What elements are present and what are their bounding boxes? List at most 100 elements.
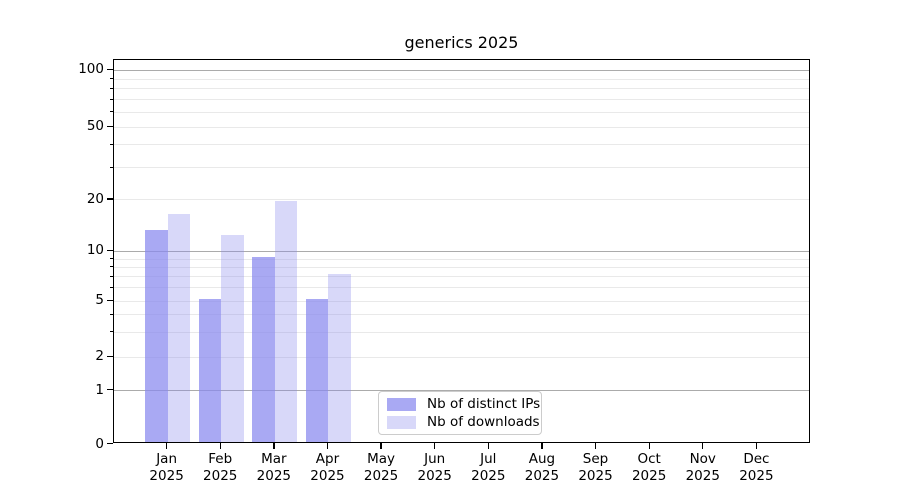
y-tick-0 bbox=[107, 443, 113, 445]
bar-distinct-ips-mar-2025 bbox=[252, 256, 275, 442]
y-tick-label-1: 1 bbox=[95, 381, 104, 398]
x-tick-line: May bbox=[367, 451, 396, 467]
gridline-minor-9 bbox=[114, 258, 809, 260]
x-tick-3 bbox=[326, 443, 329, 449]
y-tick-1 bbox=[107, 389, 113, 391]
x-tick-label-0: Jan 2025 bbox=[135, 451, 199, 484]
gridline-minor-40 bbox=[114, 144, 809, 146]
y-tick-label-20: 20 bbox=[86, 190, 104, 207]
gridline-minor-70 bbox=[114, 99, 809, 101]
x-tick-line: 2025 bbox=[685, 467, 720, 484]
x-tick-2 bbox=[273, 443, 275, 449]
y-minor-tick-30 bbox=[109, 166, 113, 168]
y-minor-tick-9 bbox=[109, 258, 113, 259]
gridline-minor-7 bbox=[114, 276, 809, 278]
gridline-minor-4 bbox=[114, 314, 809, 316]
x-tick-line: Jan bbox=[156, 451, 178, 467]
y-minor-tick-7 bbox=[109, 275, 113, 277]
gridline-major-100 bbox=[114, 69, 809, 72]
gridline-minor-90 bbox=[114, 78, 809, 80]
bar-distinct-ips-feb-2025 bbox=[198, 298, 222, 442]
y-minor-tick-80 bbox=[109, 87, 113, 89]
bar-downloads-apr-2025 bbox=[328, 274, 351, 442]
x-tick-line: Sep bbox=[582, 451, 609, 467]
y-tick-20 bbox=[107, 198, 113, 200]
x-tick-11 bbox=[755, 443, 758, 449]
bar-downloads-feb-2025 bbox=[221, 235, 244, 442]
y-minor-tick-60 bbox=[109, 111, 113, 113]
x-tick-1 bbox=[219, 443, 221, 449]
x-tick-line: 2025 bbox=[471, 467, 506, 484]
legend-item-0: Nb of distinct IPs bbox=[387, 396, 540, 412]
x-tick-line: 2025 bbox=[631, 467, 667, 484]
legend: Nb of distinct IPs Nb of downloads bbox=[378, 391, 542, 435]
x-tick-line: Jul bbox=[480, 451, 497, 467]
y-tick-2 bbox=[107, 355, 113, 358]
y-tick-5 bbox=[107, 299, 113, 301]
x-tick-label-9: Oct 2025 bbox=[617, 451, 681, 484]
x-tick-label-4: May 2025 bbox=[349, 451, 413, 484]
gridline-minor-30 bbox=[114, 167, 809, 169]
gridline-minor-20 bbox=[114, 199, 809, 201]
x-tick-label-2: Mar 2025 bbox=[242, 451, 306, 484]
y-tick-label-10: 10 bbox=[86, 242, 104, 259]
x-tick-line: 2025 bbox=[417, 467, 452, 484]
x-tick-8 bbox=[594, 443, 597, 449]
x-tick-line: 2025 bbox=[739, 467, 774, 484]
legend-label-0: Nb of distinct IPs bbox=[427, 395, 541, 412]
y-tick-label-100: 100 bbox=[78, 61, 104, 78]
x-tick-line: 2025 bbox=[310, 467, 345, 484]
legend-swatch-0 bbox=[387, 397, 416, 411]
y-minor-tick-70 bbox=[109, 98, 113, 100]
legend-swatch-1 bbox=[387, 415, 416, 429]
gridline-minor-8 bbox=[114, 266, 809, 268]
x-tick-line: 2025 bbox=[149, 467, 184, 484]
x-tick-label-10: Nov 2025 bbox=[671, 451, 735, 484]
y-tick-label-50: 50 bbox=[86, 118, 104, 135]
gridline-minor-5 bbox=[114, 300, 809, 302]
x-tick-label-3: Apr 2025 bbox=[295, 451, 359, 484]
x-tick-label-1: Feb 2025 bbox=[188, 451, 252, 484]
bar-downloads-mar-2025 bbox=[274, 201, 298, 442]
x-tick-line: Mar bbox=[261, 451, 287, 467]
plot-area bbox=[113, 59, 810, 443]
y-minor-tick-8 bbox=[109, 266, 113, 268]
y-tick-50 bbox=[107, 125, 113, 127]
bar-downloads-jan-2025 bbox=[167, 214, 191, 442]
gridline-minor-50 bbox=[114, 126, 809, 128]
x-tick-line: Dec bbox=[743, 451, 770, 467]
x-tick-line: Nov bbox=[689, 451, 716, 467]
bar-distinct-ips-jan-2025 bbox=[145, 229, 168, 442]
y-minor-tick-6 bbox=[109, 286, 113, 288]
x-tick-label-6: Jul 2025 bbox=[456, 451, 520, 484]
gridline-minor-60 bbox=[114, 111, 809, 113]
y-tick-label-5: 5 bbox=[95, 292, 104, 308]
y-minor-tick-40 bbox=[109, 143, 113, 145]
x-tick-label-5: Jun 2025 bbox=[403, 451, 467, 484]
x-tick-line: Feb bbox=[208, 451, 233, 467]
chart-title: generics 2025 bbox=[404, 33, 519, 52]
x-tick-label-7: Aug 2025 bbox=[510, 451, 574, 484]
x-tick-0 bbox=[166, 443, 168, 449]
x-tick-7 bbox=[541, 443, 543, 449]
x-tick-6 bbox=[487, 443, 489, 449]
y-minor-tick-3 bbox=[109, 331, 113, 333]
x-tick-line: Apr bbox=[315, 451, 340, 467]
x-tick-9 bbox=[648, 443, 650, 449]
x-tick-label-11: Dec 2025 bbox=[724, 451, 788, 484]
x-tick-line: 2025 bbox=[578, 467, 613, 484]
y-tick-label-0: 0 bbox=[95, 435, 104, 452]
gridline-major-10 bbox=[114, 250, 809, 253]
gridline-minor-3 bbox=[114, 331, 809, 333]
x-tick-10 bbox=[702, 443, 704, 449]
gridline-minor-2 bbox=[114, 356, 809, 358]
x-tick-line: Oct bbox=[637, 451, 661, 467]
x-tick-line: 2025 bbox=[363, 467, 399, 484]
y-tick-label-2: 2 bbox=[95, 348, 104, 365]
x-tick-label-8: Sep 2025 bbox=[564, 451, 628, 484]
y-tick-10 bbox=[107, 249, 113, 252]
bar-distinct-ips-apr-2025 bbox=[305, 298, 329, 442]
gridline-major-1 bbox=[114, 389, 809, 392]
legend-item-1: Nb of downloads bbox=[387, 414, 540, 430]
